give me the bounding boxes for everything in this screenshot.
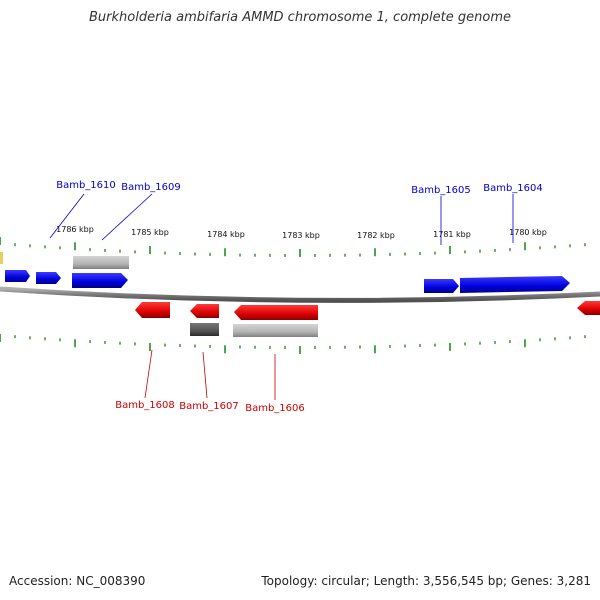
tick-label-1781: 1781 kbp: [433, 230, 471, 239]
genome-title: Burkholderia ambifaria AMMD chromosome 1…: [88, 10, 512, 25]
leader-line-bamb-1610: [49, 193, 85, 239]
tick-label-1780: 1780 kbp: [509, 228, 547, 237]
gene-bamb-1604-forward[interactable]: [460, 276, 570, 293]
tick-label-1783: 1783 kbp: [282, 231, 320, 240]
tick-label-1784: 1784 kbp: [207, 230, 245, 239]
gene-bamb-1610-forward[interactable]: [36, 272, 61, 284]
genome-summary-text: Topology: circular; Length: 3,556,545 bp…: [261, 574, 591, 588]
gene-bamb-1603-reverse[interactable]: [577, 301, 600, 315]
gene-bamb-1609-pseudo[interactable]: [73, 256, 129, 269]
upper-tick-row: [0, 237, 586, 257]
gene-bamb-1609-forward[interactable]: [72, 273, 128, 288]
gene-label-bamb-1606[interactable]: Bamb_1606: [245, 403, 305, 414]
gene-bamb-1605-forward[interactable]: [424, 279, 459, 293]
gene-bamb-1607-pseudo[interactable]: [190, 323, 219, 336]
gene-bamb-1608-reverse[interactable]: [135, 302, 170, 318]
leader-line-bamb-1609: [101, 193, 153, 241]
gene-label-bamb-1607[interactable]: Bamb_1607: [179, 401, 239, 412]
leader-line-bamb-1607: [202, 351, 208, 399]
leader-line-bamb-1608: [144, 349, 153, 399]
gene-label-bamb-1609[interactable]: Bamb_1609: [121, 182, 181, 193]
gene-label-bamb-1605[interactable]: Bamb_1605: [411, 185, 471, 196]
tick-label-1785: 1785 kbp: [131, 228, 169, 237]
tick-label-1782: 1782 kbp: [357, 231, 395, 240]
lower-tick-row: [0, 334, 586, 354]
chromosome-backbone: [0, 286, 600, 303]
gene-label-bamb-1604[interactable]: Bamb_1604: [483, 183, 543, 194]
gene-bamb-1606-reverse[interactable]: [234, 305, 318, 320]
gene-bamb-1606-pseudo[interactable]: [233, 324, 318, 337]
tick-label-1786: 1786 kbp: [56, 225, 94, 234]
partial-feature-left-edge[interactable]: [0, 252, 3, 264]
gene-bamb-1611-forward[interactable]: [5, 270, 30, 282]
gene-label-bamb-1608[interactable]: Bamb_1608: [115, 400, 175, 411]
gene-label-bamb-1610[interactable]: Bamb_1610: [56, 180, 116, 191]
gene-bamb-1607-reverse[interactable]: [190, 304, 219, 318]
accession-text: Accession: NC_008390: [9, 574, 146, 588]
